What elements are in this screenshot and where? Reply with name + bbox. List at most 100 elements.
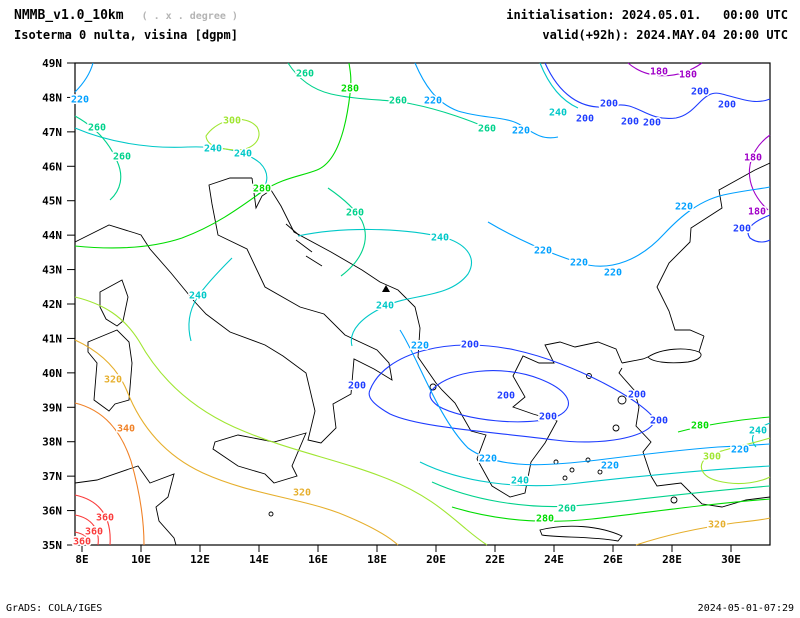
contour-label: 260 — [346, 208, 364, 219]
coastline-croatian-islands — [285, 223, 323, 267]
contour-label: 200 — [628, 390, 646, 401]
island-corfu — [429, 383, 437, 391]
contour-label: 280 — [341, 84, 359, 95]
contour-label: 260 — [296, 69, 314, 80]
lon-tick-label: 10E — [131, 553, 151, 566]
contour-line-180 — [748, 134, 771, 211]
contour-label: 300 — [223, 116, 241, 127]
contour-line-320 — [74, 339, 399, 546]
contour-label: 280 — [691, 421, 709, 432]
contour-line-220 — [399, 329, 771, 466]
island-cyclades-4 — [597, 469, 603, 475]
lat-tick-label: 42N — [42, 298, 62, 311]
lon-tick-label: 8E — [75, 553, 88, 566]
contour-label: 200 — [539, 412, 557, 423]
contour-line-260 — [287, 62, 493, 131]
valid-time: valid(+92h): 2024.MAY.04 20:00 UTC — [542, 28, 788, 42]
coastlines — [74, 162, 771, 546]
island-cyclades-5 — [562, 475, 568, 481]
contour-label: 360 — [85, 527, 103, 538]
lat-tick-label: 38N — [42, 436, 62, 449]
contour-label: 180 — [748, 207, 766, 218]
contour-line-240 — [297, 228, 472, 347]
lat-tick-label: 36N — [42, 505, 62, 518]
contour-label: 320 — [708, 520, 726, 531]
contour-label: 240 — [204, 144, 222, 155]
grads-credit: GrADS: COLA/IGES — [6, 603, 103, 614]
contour-label: 220 — [604, 268, 622, 279]
island-cyclades-3 — [585, 457, 591, 463]
contour-label: 340 — [117, 424, 135, 435]
contour-line-300 — [205, 118, 260, 151]
lon-tick-label: 22E — [485, 553, 505, 566]
contour-label: 200 — [650, 416, 668, 427]
contour-label: 220 — [570, 258, 588, 269]
contour-label: 180 — [744, 153, 762, 164]
contour-label: 260 — [558, 504, 576, 515]
island-limnos — [586, 373, 592, 379]
contour-line-300 — [74, 296, 488, 546]
contour-label: 260 — [389, 96, 407, 107]
island-rhodes — [670, 496, 678, 504]
contour-line-260 — [327, 187, 366, 277]
initialisation-time: initialisation: 2024.05.01. 00:00 UTC — [506, 8, 788, 22]
contour-label: 220 — [675, 202, 693, 213]
lat-tick-label: 45N — [42, 195, 62, 208]
contour-label: 240 — [749, 426, 767, 437]
contour-label: 220 — [601, 461, 619, 472]
lat-tick-label: 37N — [42, 470, 62, 483]
contour-line-300 — [700, 437, 771, 485]
island-cyclades-2 — [569, 467, 575, 473]
coastline-italy — [74, 177, 393, 444]
contour-label: 220 — [731, 445, 749, 456]
contour-label: 360 — [73, 537, 91, 548]
contour-label: 200 — [621, 117, 639, 128]
contour-label: 180 — [650, 67, 668, 78]
contour-label: 220 — [71, 95, 89, 106]
lat-tick-label: 46N — [42, 160, 62, 173]
contour-line-240 — [188, 257, 233, 342]
contour-line-220 — [414, 62, 559, 139]
contour-label: 300 — [703, 452, 721, 463]
contour-label: 320 — [293, 488, 311, 499]
contour-label: 220 — [411, 341, 429, 352]
contour-label: 200 — [461, 340, 479, 351]
contour-label: 240 — [234, 149, 252, 160]
field-subtitle: Isoterma 0 nulta, visina [dgpm] — [14, 28, 238, 42]
contour-line-280 — [451, 498, 771, 522]
lon-tick-label: 20E — [426, 553, 446, 566]
contour-line-260 — [74, 115, 122, 201]
coastline-marmara — [647, 348, 702, 364]
coastline-sicily — [212, 432, 307, 484]
coastline-turkey-aegean — [618, 367, 771, 508]
contour-label: 200 — [733, 224, 751, 235]
contour-label: 200 — [691, 87, 709, 98]
contour-label: 260 — [88, 123, 106, 134]
station-marker-triangle — [382, 285, 390, 292]
contour-lines — [74, 62, 771, 546]
contour-label: 220 — [424, 96, 442, 107]
lat-tick-label: 44N — [42, 229, 62, 242]
contour-line-200 — [747, 214, 771, 243]
contour-label: 360 — [96, 513, 114, 524]
model-title-line: NMMB_v1.0_10km ( . x . degree ) — [14, 8, 238, 23]
lat-tick-label: 39N — [42, 401, 62, 414]
contour-line-280 — [74, 62, 352, 249]
coastline-bosporus — [621, 335, 705, 364]
contour-label: 220 — [479, 454, 497, 465]
island-malta — [268, 511, 274, 517]
coastline-crete — [539, 525, 623, 542]
contour-label: 200 — [718, 100, 736, 111]
contour-label: 220 — [534, 246, 552, 257]
lat-tick-label: 47N — [42, 126, 62, 139]
contour-line-240 — [752, 422, 771, 448]
contour-label: 200 — [497, 391, 515, 402]
lat-tick-label: 48N — [42, 91, 62, 104]
contour-line-220 — [487, 186, 771, 267]
lon-tick-label: 26E — [603, 553, 623, 566]
lat-tick-label: 41N — [42, 332, 62, 345]
lon-tick-label: 28E — [662, 553, 682, 566]
contour-line-200 — [544, 62, 771, 120]
contour-line-200 — [368, 344, 656, 443]
